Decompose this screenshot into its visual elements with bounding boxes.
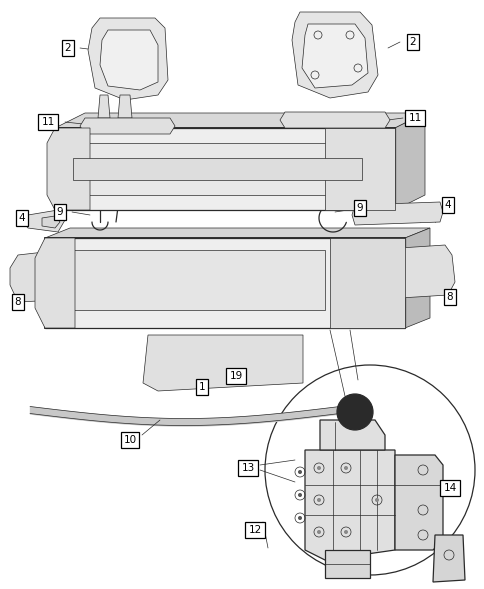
Polygon shape xyxy=(404,228,429,328)
Circle shape xyxy=(297,470,302,474)
Polygon shape xyxy=(55,113,424,128)
Text: 2: 2 xyxy=(409,37,415,47)
Polygon shape xyxy=(118,95,132,118)
Polygon shape xyxy=(45,238,404,328)
Text: 19: 19 xyxy=(229,371,242,381)
Polygon shape xyxy=(88,18,167,100)
Polygon shape xyxy=(73,158,361,180)
Polygon shape xyxy=(45,228,429,238)
Polygon shape xyxy=(80,118,175,134)
Polygon shape xyxy=(47,128,90,210)
Text: 8: 8 xyxy=(15,297,21,307)
Circle shape xyxy=(317,466,320,470)
Circle shape xyxy=(297,493,302,497)
Circle shape xyxy=(317,530,320,534)
Text: 4: 4 xyxy=(444,200,451,210)
Polygon shape xyxy=(10,250,68,302)
Circle shape xyxy=(297,516,302,520)
Polygon shape xyxy=(324,550,369,578)
Text: 8: 8 xyxy=(446,292,453,302)
Polygon shape xyxy=(351,202,442,225)
Text: 9: 9 xyxy=(356,203,363,213)
Polygon shape xyxy=(291,12,377,98)
Text: 9: 9 xyxy=(57,207,63,217)
Polygon shape xyxy=(302,24,367,88)
Polygon shape xyxy=(35,238,75,328)
Circle shape xyxy=(374,498,378,502)
Polygon shape xyxy=(98,95,110,118)
Circle shape xyxy=(346,404,362,420)
Polygon shape xyxy=(143,335,302,391)
Text: 11: 11 xyxy=(41,117,55,127)
Text: 10: 10 xyxy=(123,435,136,445)
Circle shape xyxy=(343,530,348,534)
Polygon shape xyxy=(65,250,324,310)
Text: 4: 4 xyxy=(19,213,25,223)
Polygon shape xyxy=(22,210,65,232)
Polygon shape xyxy=(100,30,158,90)
Circle shape xyxy=(343,466,348,470)
Polygon shape xyxy=(55,128,394,210)
Text: 13: 13 xyxy=(241,463,254,473)
Polygon shape xyxy=(324,128,394,210)
Polygon shape xyxy=(392,245,454,298)
Circle shape xyxy=(336,394,372,430)
Polygon shape xyxy=(304,450,394,560)
Circle shape xyxy=(317,498,320,502)
Polygon shape xyxy=(319,420,384,450)
Polygon shape xyxy=(279,112,389,128)
Polygon shape xyxy=(394,455,442,550)
Text: 1: 1 xyxy=(198,382,205,392)
Polygon shape xyxy=(70,143,364,195)
Polygon shape xyxy=(394,113,424,210)
Text: 12: 12 xyxy=(248,525,261,535)
Polygon shape xyxy=(329,238,404,328)
Polygon shape xyxy=(432,535,464,582)
Polygon shape xyxy=(42,216,60,228)
Text: 14: 14 xyxy=(442,483,455,493)
Text: 2: 2 xyxy=(64,43,71,53)
Text: 11: 11 xyxy=(408,113,421,123)
